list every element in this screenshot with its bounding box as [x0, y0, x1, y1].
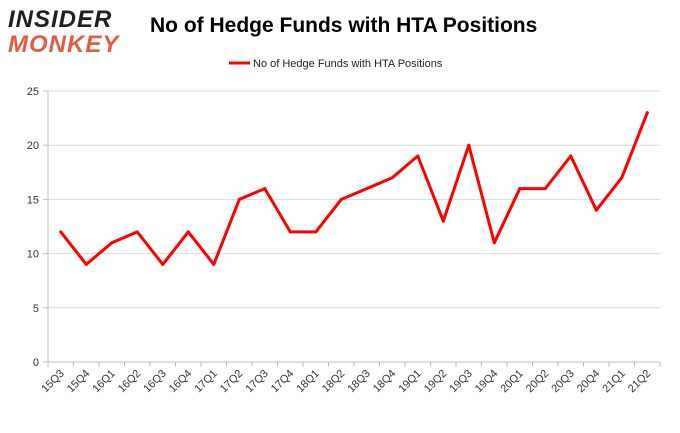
legend: No of Hedge Funds with HTA Positions [229, 58, 443, 70]
x-tick-label-19Q4: 19Q4 [473, 368, 501, 396]
x-tick-label-17Q3: 17Q3 [243, 368, 271, 396]
data-point-16Q1 [110, 241, 114, 245]
data-point-20Q4 [594, 208, 598, 212]
data-point-16Q2 [135, 230, 139, 234]
data-point-15Q4 [84, 262, 88, 266]
data-point-19Q4 [492, 241, 496, 245]
insider-monkey-logo: INSIDER MONKEY [8, 6, 133, 58]
data-point-18Q3 [365, 187, 369, 191]
x-tick-label-17Q1: 17Q1 [192, 368, 220, 396]
data-point-19Q2 [441, 219, 445, 223]
data-point-18Q4 [390, 176, 394, 180]
x-tick-label-20Q4: 20Q4 [575, 368, 603, 396]
y-tick-label-25: 25 [27, 86, 39, 98]
y-tick-label-15: 15 [27, 194, 39, 206]
data-point-18Q1 [314, 230, 318, 234]
x-tick-label-19Q2: 19Q2 [422, 368, 450, 396]
y-tick-label-20: 20 [27, 140, 39, 152]
y-tick-label-0: 0 [33, 357, 39, 369]
x-tick-label-16Q4: 16Q4 [167, 368, 195, 396]
x-tick-label-17Q2: 17Q2 [218, 368, 246, 396]
logo-line-1: INSIDER [8, 6, 113, 33]
x-tick-label-15Q4: 15Q4 [65, 368, 93, 396]
x-tick-label-15Q3: 15Q3 [39, 368, 67, 396]
data-point-17Q1 [212, 262, 216, 266]
logo-line-2: MONKEY [8, 31, 120, 58]
x-tick-label-16Q3: 16Q3 [141, 368, 169, 396]
x-tick-label-17Q4: 17Q4 [269, 368, 297, 396]
x-tick-label-18Q2: 18Q2 [320, 368, 348, 396]
x-tick-label-20Q1: 20Q1 [498, 368, 526, 396]
x-tick-label-18Q1: 18Q1 [294, 368, 322, 396]
data-point-19Q3 [467, 143, 471, 147]
x-tick-label-21Q2: 21Q2 [626, 368, 654, 396]
data-point-17Q4 [288, 230, 292, 234]
series-group [59, 111, 649, 266]
data-point-21Q2 [645, 111, 649, 115]
x-tick-label-16Q2: 16Q2 [116, 368, 144, 396]
data-point-21Q1 [620, 176, 624, 180]
axes [47, 91, 660, 363]
y-tick-label-10: 10 [27, 249, 39, 261]
data-point-15Q3 [59, 230, 63, 234]
data-point-18Q2 [339, 197, 343, 201]
data-point-17Q2 [237, 197, 241, 201]
data-point-20Q2 [543, 187, 547, 191]
data-point-20Q3 [569, 154, 573, 158]
x-tick-label-18Q4: 18Q4 [371, 368, 399, 396]
x-tick-label-16Q1: 16Q1 [90, 368, 118, 396]
data-point-16Q4 [186, 230, 190, 234]
chart-title: No of Hedge Funds with HTA Positions [150, 14, 538, 37]
series-line-hta [59, 111, 649, 266]
x-tick-label-20Q2: 20Q2 [524, 368, 552, 396]
y-tick-label-5: 5 [33, 303, 39, 315]
x-tick-label-21Q1: 21Q1 [600, 368, 628, 396]
x-tick-label-18Q3: 18Q3 [345, 368, 373, 396]
gridlines [48, 90, 660, 309]
data-point-17Q3 [263, 187, 267, 191]
data-point-20Q1 [518, 187, 522, 191]
data-point-16Q3 [161, 262, 165, 266]
x-tick-label-19Q3: 19Q3 [447, 368, 475, 396]
x-tick-labels: 15Q315Q416Q116Q216Q316Q417Q117Q217Q317Q4… [39, 362, 661, 396]
data-point-19Q1 [416, 154, 420, 158]
legend-label: No of Hedge Funds with HTA Positions [253, 58, 443, 70]
x-tick-label-19Q1: 19Q1 [396, 368, 424, 396]
y-tick-labels: 0 5 10 15 20 25 [27, 86, 48, 369]
x-tick-label-20Q3: 20Q3 [549, 368, 577, 396]
